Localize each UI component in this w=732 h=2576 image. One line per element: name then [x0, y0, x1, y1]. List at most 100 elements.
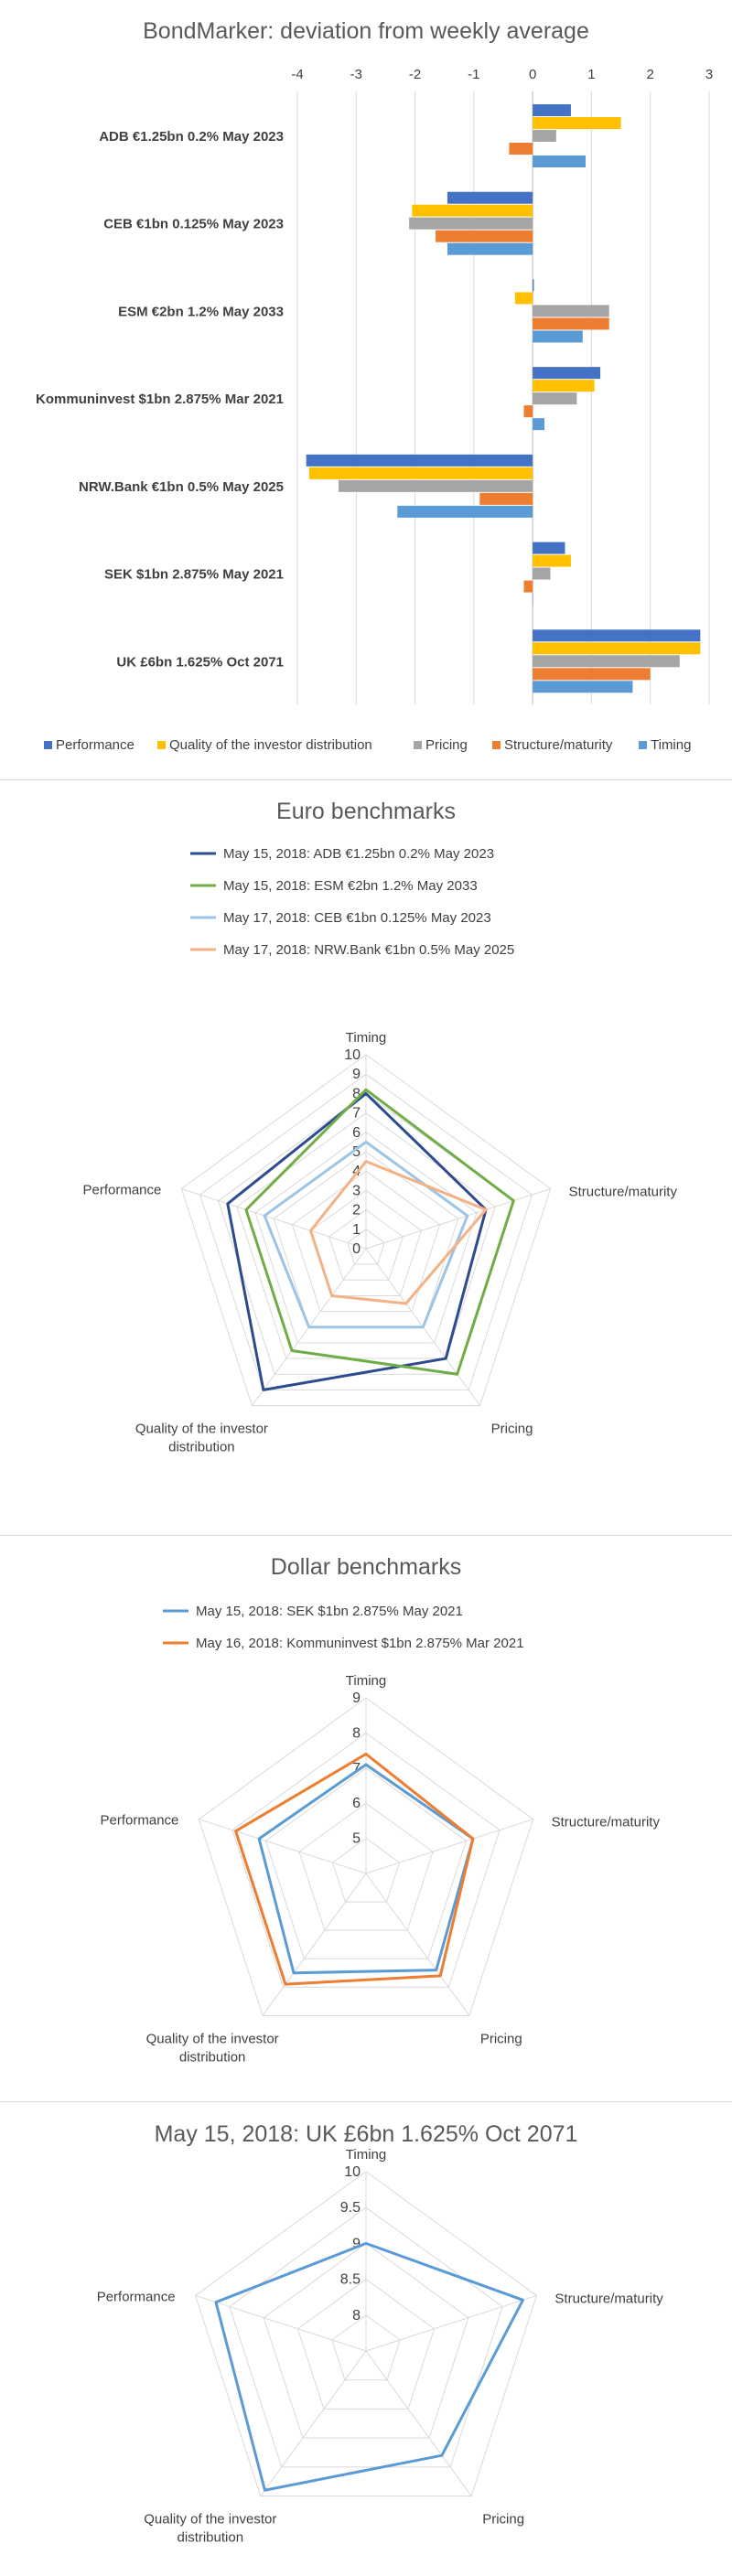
legend-label: Timing — [651, 737, 691, 753]
radar-gridline — [296, 2278, 436, 2410]
x-tick-label: 1 — [587, 67, 595, 82]
radar-spoke — [365, 1819, 533, 1874]
radar-spoke — [365, 1873, 470, 2016]
uk-radar-panel: May 15, 2018: UK £6bn 1.625% Oct 2071 8 8… — [0, 2104, 732, 2571]
radar-gridline — [331, 1837, 401, 1903]
radar-gridline — [347, 1229, 385, 1265]
radar-spoke — [195, 2294, 367, 2352]
bar-chart-panel: BondMarker: deviation from weekly averag… — [0, 0, 732, 773]
radar-gridline — [180, 1054, 552, 1407]
bar — [533, 681, 633, 693]
radar-gridline — [199, 1073, 533, 1390]
x-tick-label: 0 — [529, 67, 536, 82]
euro-radar-chart: Euro benchmarks May 15, 2018: ADB €1.25b… — [83, 799, 678, 1455]
radial-tick-label: 9 — [352, 1690, 361, 1706]
radar-series-line — [257, 1763, 475, 1975]
dollar-radar-chart: Dollar benchmarks May 15, 2018: SEK $1bn… — [101, 1554, 661, 2065]
panel-divider — [0, 2101, 732, 2102]
euro-radar-panel: Euro benchmarks May 15, 2018: ADB €1.25b… — [0, 782, 732, 1532]
radar-series-line — [226, 1091, 488, 1391]
radar-axis-label: Timing — [346, 1673, 386, 1689]
bar — [533, 380, 595, 392]
bar — [533, 330, 583, 343]
bar — [533, 642, 701, 655]
bar — [533, 668, 651, 681]
radial-tick-label: 7 — [352, 1761, 361, 1776]
radar-axis-label: Pricing — [482, 2512, 524, 2528]
radar-series-line — [244, 1088, 515, 1376]
legend-swatch — [157, 741, 166, 749]
bar — [533, 542, 565, 554]
bar — [412, 204, 533, 217]
bar — [533, 117, 621, 129]
radial-tick-label: 9 — [352, 2236, 361, 2251]
radar-gridline — [328, 1208, 404, 1281]
bar-chart: BondMarker: deviation from weekly averag… — [36, 18, 713, 753]
legend-swatch — [44, 741, 52, 749]
radar-series-line — [263, 1140, 469, 1329]
radar-gridline — [198, 1697, 534, 2016]
chart-title: Dollar benchmarks — [271, 1554, 461, 1580]
legend-label: Quality of the investor distribution — [169, 737, 372, 753]
radial-tick-label: 2 — [352, 1203, 361, 1218]
radar-spoke — [365, 2350, 472, 2496]
category-label: Kommuninvest $1bn 2.875% Mar 2021 — [36, 392, 284, 407]
category-label: ESM €2bn 1.2% May 2033 — [118, 304, 284, 319]
bar — [533, 567, 551, 580]
bar — [533, 305, 609, 317]
category-label: ADB €1.25bn 0.2% May 2023 — [99, 129, 284, 145]
radar-gridline — [298, 1802, 434, 1931]
radar-axis-label: Performance — [97, 2289, 176, 2304]
bar — [447, 242, 533, 255]
bar — [533, 156, 586, 167]
legend-swatch — [639, 741, 647, 749]
legend-label: May 15, 2018: ADB €1.25bn 0.2% May 2023 — [223, 846, 494, 862]
radial-tick-label: 9 — [352, 1067, 361, 1082]
bar — [308, 467, 533, 479]
radial-tick-label: 7 — [352, 1106, 361, 1122]
bar — [523, 580, 533, 593]
radar-gridline — [263, 2242, 469, 2439]
radar-gridline — [229, 2206, 503, 2468]
radial-tick-label: 3 — [352, 1183, 361, 1198]
bar — [533, 418, 544, 431]
bar — [533, 367, 601, 380]
radar-axis-label: Pricing — [491, 1422, 533, 1437]
bar — [523, 405, 533, 418]
radial-tick-label: 8 — [352, 1725, 361, 1741]
bar — [533, 392, 577, 405]
legend-label: Pricing — [425, 737, 468, 753]
radar-spoke — [181, 1188, 367, 1250]
dollar-radar-panel: Dollar benchmarks May 15, 2018: SEK $1bn… — [0, 1537, 732, 2099]
radar-axis-label: Timing — [346, 2147, 386, 2163]
chart-title: Euro benchmarks — [276, 799, 456, 824]
legend-swatch — [492, 741, 501, 749]
radar-axis-label: Structure/maturity — [554, 2291, 663, 2306]
radar-series-line — [234, 1752, 475, 1986]
legend-swatch — [414, 741, 422, 749]
x-tick-label: -4 — [291, 67, 303, 82]
x-tick-label: -1 — [468, 67, 479, 82]
bar — [479, 492, 533, 505]
panel-divider — [0, 779, 732, 780]
radar-spoke — [199, 1819, 367, 1874]
bar — [533, 629, 701, 642]
radial-tick-label: 10 — [344, 1047, 361, 1063]
radar-spoke — [365, 1188, 551, 1250]
bar — [397, 505, 533, 518]
radar-axis-label: Performance — [83, 1182, 162, 1197]
radar-series-line — [214, 2241, 524, 2492]
bar — [306, 454, 533, 467]
bar — [514, 292, 533, 305]
x-tick-label: -2 — [409, 67, 421, 82]
radial-tick-label: 5 — [352, 1831, 361, 1847]
legend-label: May 17, 2018: NRW.Bank €1bn 0.5% May 202… — [223, 942, 514, 958]
radar-axis-label: Structure/maturity — [552, 1815, 661, 1830]
radar-axis-label: Structure/maturity — [569, 1184, 678, 1199]
legend-label: May 15, 2018: ESM €2bn 1.2% May 2033 — [223, 878, 478, 894]
chart-title: May 15, 2018: UK £6bn 1.625% Oct 2071 — [155, 2121, 578, 2147]
radar-gridline — [231, 1732, 501, 1988]
radial-tick-label: 6 — [352, 1125, 361, 1141]
panel-divider — [0, 1535, 732, 1536]
radar-gridline — [195, 2171, 537, 2497]
